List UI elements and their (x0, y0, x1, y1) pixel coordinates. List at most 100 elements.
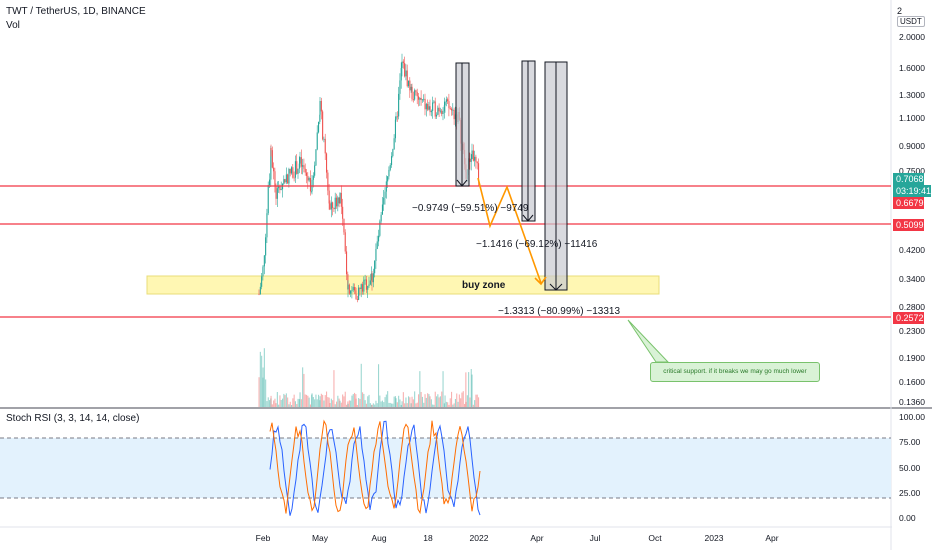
volume-bar (438, 397, 440, 407)
volume-bar (424, 394, 426, 407)
volume-bar (412, 399, 414, 407)
candle-body (299, 157, 301, 164)
volume-bar (378, 364, 380, 407)
candle-body (418, 96, 420, 100)
volume-bar (332, 400, 334, 407)
candle-body (409, 80, 411, 91)
volume-bar (333, 370, 335, 407)
symbol-title[interactable]: TWT / TetherUS, 1D, BINANCE (6, 6, 146, 17)
volume-bar (470, 369, 472, 407)
candle-body (309, 177, 311, 192)
price-tick: 1.6000 (899, 63, 925, 73)
price-axis-ticks: 2.0000 1.6000 1.3000 1.1000 0.9000 0.750… (899, 32, 925, 407)
price-tick: 0.2800 (899, 302, 925, 312)
oscillator-label[interactable]: Stoch RSI (3, 3, 14, 14, close) (6, 413, 140, 424)
candle-body (342, 206, 344, 219)
candle-body (329, 203, 331, 210)
candle-body (289, 168, 291, 174)
volume-bar (284, 395, 286, 407)
volume-bar (355, 394, 357, 407)
support-note[interactable]: critical support. if it breaks we may go… (650, 362, 820, 382)
candle-body (398, 93, 400, 117)
volume-bar (461, 392, 463, 407)
volume-bar (469, 397, 471, 407)
candle-body (445, 99, 447, 102)
candle-body (379, 221, 381, 236)
candle-body (451, 108, 453, 111)
scale-number: 2 (897, 6, 903, 16)
candle-body (343, 218, 345, 233)
currency-badge[interactable]: USDT (897, 16, 925, 27)
countdown-badge: 03:19:41 (893, 185, 932, 197)
candle-body (276, 188, 278, 199)
volume-bar (282, 398, 284, 407)
price-tick: 0.7500 (899, 166, 925, 176)
volume-bar (409, 397, 411, 407)
candle-body (408, 80, 410, 87)
volume-bar (350, 400, 352, 407)
current-price-badge: 0.7068 (893, 173, 924, 185)
candle-body (470, 158, 472, 162)
candle-body (326, 153, 328, 173)
candle-body (453, 109, 455, 120)
measure-arrow-2 (522, 61, 534, 222)
candle-body (442, 110, 444, 115)
volume-bar (433, 404, 435, 407)
measure-arrow-3 (549, 62, 563, 291)
volume-bar (434, 391, 436, 407)
candle-body (474, 156, 476, 161)
volume-bar (462, 391, 464, 407)
volume-bar (304, 394, 306, 407)
volume-bar (384, 397, 386, 407)
volume-bar (326, 391, 328, 407)
volume-bar (448, 404, 450, 407)
volume-bar (327, 397, 329, 407)
volume-bar (306, 394, 308, 407)
candle-body (406, 70, 408, 87)
candle-body (288, 168, 290, 184)
measure-label-2: −1.1416 (−69.12%) −11416 (476, 239, 598, 250)
volume-bar (324, 395, 326, 407)
volume-bar (352, 394, 354, 407)
volume-bar (291, 404, 293, 407)
candle-body (367, 285, 369, 290)
price-tick: 0.4200 (899, 245, 925, 255)
candle-body (448, 101, 450, 109)
volume-bar (262, 377, 264, 407)
candle-body (425, 104, 427, 110)
candle-body (449, 108, 451, 109)
projection-path[interactable] (477, 177, 542, 284)
volume-bar (387, 391, 389, 407)
volume-bar (346, 404, 348, 407)
volume-bar (297, 398, 299, 407)
time-tick: 2023 (705, 533, 724, 543)
candle-body (267, 185, 269, 214)
volume-bar (458, 394, 460, 407)
candle-body (292, 167, 294, 178)
candle-body (475, 156, 477, 162)
volume-bar (401, 401, 403, 407)
candle-body (344, 232, 346, 252)
volume-bar (468, 372, 470, 407)
volume-bar (296, 404, 298, 407)
volume-bar (302, 367, 304, 407)
volume-bar (457, 401, 459, 407)
candle-body (298, 163, 300, 169)
scale-selector[interactable]: 2 USDT (897, 6, 932, 27)
candle-body (388, 169, 390, 177)
candle-body (323, 138, 325, 140)
volume-bar (415, 403, 417, 407)
volume-bar (454, 398, 456, 407)
volume-bar (289, 401, 291, 407)
candle-body (346, 251, 348, 275)
candle-body (411, 86, 413, 100)
volume-label[interactable]: Vol (6, 20, 20, 31)
buy-zone-box[interactable] (146, 275, 660, 295)
candle-body (424, 98, 426, 110)
volume-bar (266, 401, 268, 407)
candle-body (402, 61, 404, 64)
price-tick: 0.9000 (899, 141, 925, 151)
candle-body (270, 147, 272, 180)
candle-body (279, 186, 281, 191)
